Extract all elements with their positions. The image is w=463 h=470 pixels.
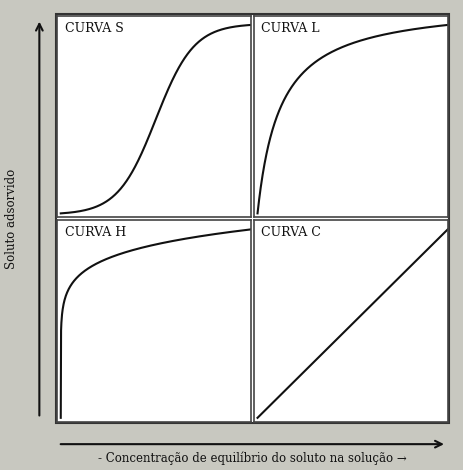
Text: CURVA C: CURVA C [262, 226, 321, 239]
Text: CURVA S: CURVA S [65, 22, 124, 35]
Text: Soluto adsorvido: Soluto adsorvido [5, 168, 18, 269]
Text: CURVA L: CURVA L [262, 22, 320, 35]
Text: - Concentração de equilíbrio do soluto na solução →: - Concentração de equilíbrio do soluto n… [98, 452, 407, 465]
Text: CURVA H: CURVA H [65, 226, 126, 239]
